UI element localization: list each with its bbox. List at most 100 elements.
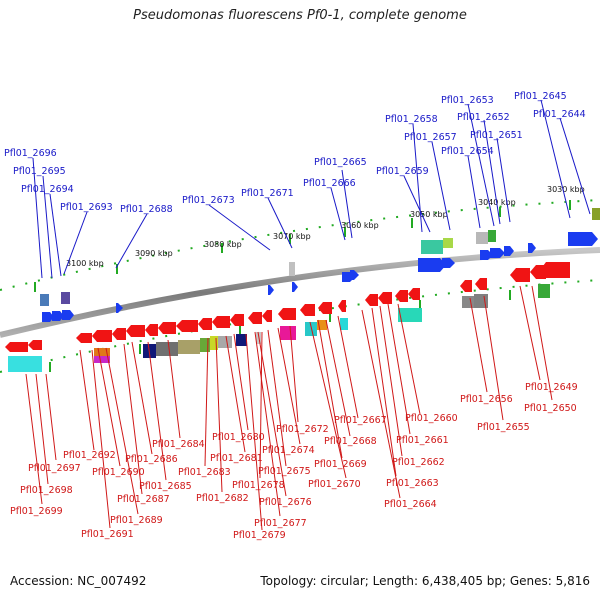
gene-arrow[interactable] (540, 262, 570, 278)
gene-label[interactable]: Pfl01_2667 (334, 415, 387, 426)
gene-label[interactable]: Pfl01_2683 (178, 467, 231, 478)
gene-label[interactable]: Pfl01_2691 (81, 529, 134, 540)
gene-arrow[interactable] (395, 290, 408, 302)
gene-label[interactable]: Pfl01_2664 (384, 499, 437, 510)
gene-label[interactable]: Pfl01_2679 (233, 530, 286, 541)
gene-arrow[interactable] (442, 258, 455, 268)
gene-arrow[interactable] (300, 304, 315, 316)
gene-label[interactable]: Pfl01_2675 (258, 466, 311, 477)
gene-arrow[interactable] (116, 303, 123, 313)
gene-label[interactable]: Pfl01_2663 (386, 478, 439, 489)
gene-label[interactable]: Pfl01_2696 (4, 148, 57, 159)
gene-arrow[interactable] (126, 325, 145, 337)
gene-arrow[interactable] (278, 308, 296, 320)
gene-label[interactable]: Pfl01_2673 (182, 195, 235, 206)
gene-arrow[interactable] (212, 316, 230, 328)
gene-label[interactable]: Pfl01_2699 (10, 506, 63, 517)
gene-arrow[interactable] (480, 250, 493, 260)
gene-label[interactable]: Pfl01_2661 (396, 435, 449, 446)
gene-label[interactable]: Pfl01_2694 (21, 184, 74, 195)
gene-label[interactable]: Pfl01_2650 (524, 403, 577, 414)
gene-label[interactable]: Pfl01_2686 (125, 454, 178, 465)
gene-arrow[interactable] (145, 324, 158, 336)
gene-label[interactable]: Pfl01_2654 (441, 146, 494, 157)
feature-box (210, 336, 218, 350)
gene-label[interactable]: Pfl01_2660 (405, 413, 458, 424)
gene-arrow[interactable] (490, 248, 505, 258)
gene-arrow[interactable] (52, 311, 64, 321)
gene-label[interactable]: Pfl01_2669 (314, 459, 367, 470)
gene-label[interactable]: Pfl01_2685 (139, 481, 192, 492)
gene-label[interactable]: Pfl01_2698 (20, 485, 73, 496)
gene-arrow[interactable] (408, 288, 420, 300)
gene-label[interactable]: Pfl01_2651 (470, 130, 523, 141)
gene-arrow[interactable] (418, 258, 446, 272)
gene-label[interactable]: Pfl01_2687 (117, 494, 170, 505)
gene-arrow[interactable] (460, 280, 472, 292)
gene-label[interactable]: Pfl01_2684 (152, 439, 205, 450)
gene-arrow[interactable] (5, 342, 28, 352)
gene-label[interactable]: Pfl01_2672 (276, 424, 329, 435)
gene-arrow[interactable] (248, 312, 262, 324)
gene-arrow[interactable] (158, 322, 176, 334)
gene-label[interactable]: Pfl01_2689 (110, 515, 163, 526)
gene-arrow[interactable] (475, 278, 487, 290)
gene-label[interactable]: Pfl01_2680 (212, 432, 265, 443)
gene-label[interactable]: Pfl01_2662 (392, 457, 445, 468)
gene-arrow[interactable] (198, 318, 212, 330)
gene-label[interactable]: Pfl01_2665 (314, 157, 367, 168)
gene-label[interactable]: Pfl01_2688 (120, 204, 173, 215)
gene-arrow[interactable] (176, 320, 198, 332)
gene-arrow[interactable] (338, 300, 346, 312)
gene-arrow[interactable] (365, 294, 378, 306)
gene-label[interactable]: Pfl01_2645 (514, 91, 567, 102)
gene-label[interactable]: Pfl01_2682 (196, 493, 249, 504)
reverse-feature-boxes (8, 284, 550, 372)
gene-label[interactable]: Pfl01_2657 (404, 132, 457, 143)
gene-arrow[interactable] (318, 302, 332, 314)
gene-label[interactable]: Pfl01_2674 (262, 445, 315, 456)
gene-label[interactable]: Pfl01_2659 (376, 166, 429, 177)
kbp-label: 3060 kbp (341, 221, 379, 230)
feature-box (462, 296, 474, 308)
gene-label[interactable]: Pfl01_2668 (324, 436, 377, 447)
gene-arrow[interactable] (92, 330, 112, 342)
gene-label[interactable]: Pfl01_2649 (525, 382, 578, 393)
gene-label[interactable]: Pfl01_2692 (63, 450, 116, 461)
gene-arrow[interactable] (262, 310, 272, 322)
gene-arrow[interactable] (510, 268, 530, 282)
gene-label[interactable]: Pfl01_2656 (460, 394, 513, 405)
gene-label[interactable]: Pfl01_2676 (259, 497, 312, 508)
gene-arrow[interactable] (350, 270, 359, 280)
gene-label[interactable]: Pfl01_2697 (28, 463, 81, 474)
gene-arrow[interactable] (568, 232, 598, 246)
gene-arrow[interactable] (230, 314, 244, 326)
gene-label[interactable]: Pfl01_2677 (254, 518, 307, 529)
feature-box (236, 334, 247, 346)
gene-arrow[interactable] (504, 246, 514, 256)
feature-box (40, 294, 49, 306)
gene-label[interactable]: Pfl01_2693 (60, 202, 113, 213)
accession-text: Accession: NC_007492 (10, 574, 147, 588)
gene-label[interactable]: Pfl01_2644 (533, 109, 586, 120)
gene-arrow[interactable] (76, 333, 92, 343)
gene-arrow[interactable] (268, 285, 274, 295)
gene-label[interactable]: Pfl01_2666 (303, 178, 356, 189)
gene-label[interactable]: Pfl01_2690 (92, 467, 145, 478)
gene-label[interactable]: Pfl01_2658 (385, 114, 438, 125)
gene-label[interactable]: Pfl01_2670 (308, 479, 361, 490)
gene-label[interactable]: Pfl01_2681 (210, 453, 263, 464)
gene-label[interactable]: Pfl01_2653 (441, 95, 494, 106)
gene-arrow[interactable] (28, 340, 42, 350)
gene-arrow[interactable] (42, 312, 54, 322)
gene-label[interactable]: Pfl01_2695 (13, 166, 66, 177)
gene-label[interactable]: Pfl01_2678 (232, 480, 285, 491)
gene-label[interactable]: Pfl01_2671 (241, 188, 294, 199)
gene-arrow[interactable] (292, 282, 298, 292)
gene-arrow[interactable] (378, 292, 392, 304)
gene-arrow[interactable] (528, 243, 536, 253)
gene-arrow[interactable] (62, 310, 74, 320)
gene-label[interactable]: Pfl01_2655 (477, 422, 530, 433)
gene-arrow[interactable] (112, 328, 126, 340)
gene-label[interactable]: Pfl01_2652 (457, 112, 510, 123)
